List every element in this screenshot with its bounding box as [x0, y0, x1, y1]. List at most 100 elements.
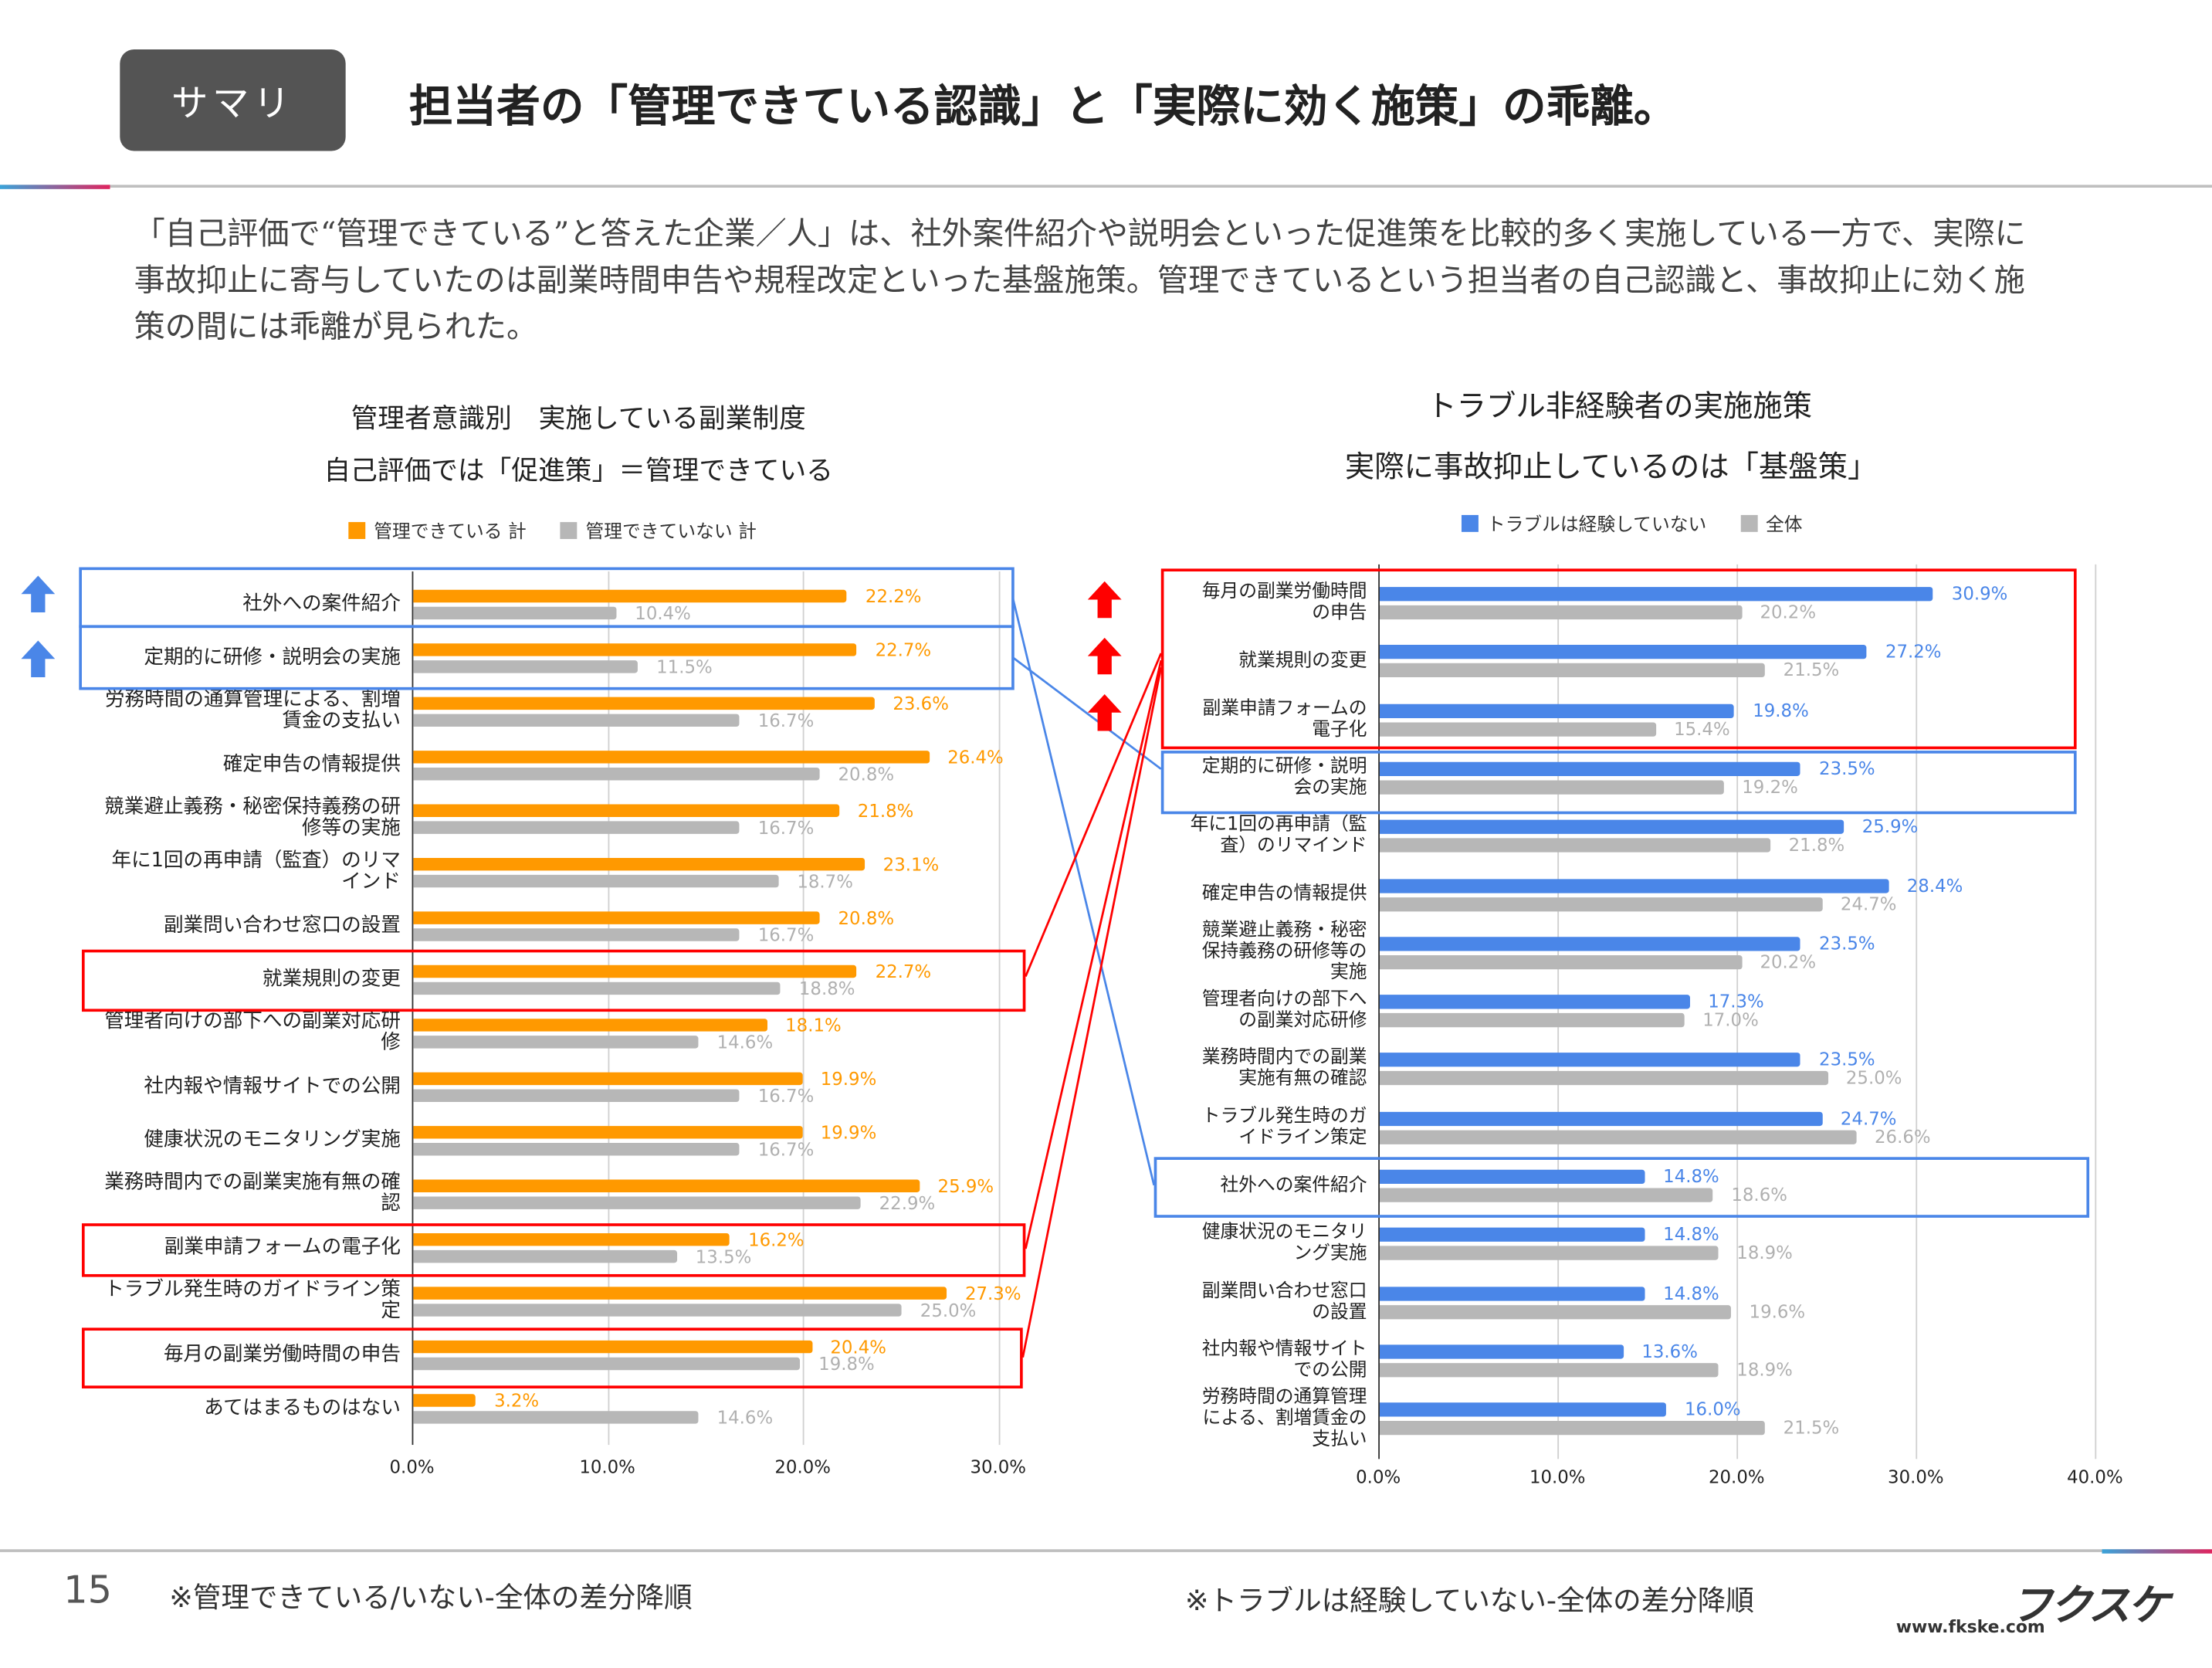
footer-accent	[2102, 1549, 2212, 1554]
category-label: 業務時間内での副業実施有無の確認	[1201, 1047, 1367, 1090]
category-label: 社外への案件紹介	[242, 592, 401, 615]
bar-primary	[413, 1019, 767, 1032]
x-tick-label: 30.0%	[1888, 1466, 1944, 1487]
category-label: 就業規則の変更	[262, 967, 401, 990]
category-label: 副業問い合わせ窓口の設置	[163, 914, 401, 937]
bar-primary	[1380, 995, 1690, 1009]
value-label: 19.9%	[820, 1068, 877, 1090]
header-divider	[0, 185, 2212, 188]
category-label: 社外への案件紹介	[1220, 1175, 1367, 1196]
value-label: 16.7%	[757, 1138, 815, 1160]
bar-primary	[1380, 1169, 1645, 1185]
website-url: www.fkske.com	[1895, 1616, 2045, 1637]
up-arrow-icon	[1087, 637, 1122, 675]
bar-primary	[413, 643, 857, 656]
highlight-box-blue	[79, 625, 1015, 690]
gridline	[607, 571, 609, 1446]
x-tick-label: 30.0%	[970, 1456, 1027, 1478]
value-label: 23.1%	[882, 853, 940, 875]
legend-label: 全体	[1765, 514, 1803, 537]
bar-primary	[413, 1126, 802, 1139]
category-label: 確定申告の情報提供	[222, 752, 401, 776]
connector-red	[1021, 666, 1163, 1358]
value-label: 19.8%	[818, 1353, 875, 1375]
legend-swatch-gray	[1740, 514, 1758, 531]
highlight-box-red	[1160, 568, 2077, 750]
value-label: 20.2%	[1760, 951, 1817, 972]
value-label: 14.8%	[1663, 1165, 1719, 1187]
value-label: 23.5%	[1819, 1049, 1875, 1070]
x-tick-label: 0.0%	[1356, 1466, 1401, 1487]
bar-primary	[413, 1179, 920, 1192]
connector-red	[1025, 659, 1163, 1249]
x-tick-label: 40.0%	[2067, 1466, 2123, 1487]
category-label: 健康状況のモニタリング実施	[144, 1127, 401, 1151]
legend-swatch-orange	[348, 521, 366, 539]
x-tick-label: 10.0%	[579, 1456, 635, 1478]
category-label: 管理者向けの部下への副業対応研修	[104, 1010, 401, 1054]
x-tick-label: 10.0%	[1529, 1466, 1586, 1487]
category-label: 業務時間内での副業実施有無の確認	[104, 1171, 401, 1215]
bar-secondary	[1380, 780, 1724, 795]
bar-secondary	[1380, 1362, 1719, 1378]
value-label: 17.3%	[1708, 990, 1764, 1012]
bar-secondary	[413, 981, 781, 995]
value-label: 21.5%	[1783, 1416, 1840, 1439]
value-label: 14.8%	[1663, 1223, 1719, 1246]
value-label: 19.9%	[820, 1121, 877, 1144]
bar-secondary	[413, 874, 779, 888]
bar-secondary	[1380, 1304, 1731, 1319]
value-label: 21.5%	[1783, 659, 1840, 681]
connector-blue	[1011, 598, 1155, 1186]
bar-primary	[1380, 1228, 1645, 1243]
value-label: 20.8%	[838, 907, 895, 929]
value-label: 16.2%	[748, 1229, 805, 1250]
category-label: 労務時間の通算管理による、割増賃金の支払い	[104, 688, 401, 733]
bar-primary	[413, 857, 865, 871]
value-label: 30.9%	[1951, 582, 2008, 605]
bar-primary	[1380, 587, 1934, 602]
value-label: 25.0%	[920, 1299, 977, 1321]
value-label: 13.5%	[695, 1246, 752, 1267]
gridline	[2095, 564, 2097, 1460]
bar-secondary	[1380, 1130, 1857, 1144]
bar-secondary	[413, 1357, 801, 1371]
bar-primary	[1380, 819, 1844, 835]
value-label: 23.5%	[1819, 758, 1875, 779]
left-chart-title: 管理者意識別 実施している副業制度	[351, 403, 806, 435]
value-label: 18.1%	[785, 1014, 842, 1036]
category-label: トラブル発生時のガイドライン策定	[104, 1278, 401, 1323]
bar-primary	[413, 804, 840, 817]
bar-primary	[1380, 1402, 1667, 1417]
value-label: 24.7%	[1840, 892, 1897, 914]
legend-label: トラブルは経験していない	[1486, 514, 1707, 537]
gridline	[802, 571, 805, 1446]
bar-secondary	[1380, 1071, 1828, 1086]
value-label: 16.7%	[757, 710, 815, 731]
bar-secondary	[1380, 605, 1742, 620]
category-label: 労務時間の通算管理による、割増賃金の支払い	[1201, 1386, 1367, 1450]
value-label: 17.0%	[1702, 1009, 1759, 1031]
bar-secondary	[1380, 897, 1823, 911]
bar-primary	[413, 1340, 812, 1354]
value-label: 15.4%	[1674, 717, 1730, 739]
x-tick-label: 0.0%	[389, 1456, 435, 1478]
bar-secondary	[1380, 838, 1770, 853]
up-arrow-icon	[1087, 581, 1122, 619]
value-label: 14.6%	[716, 1406, 774, 1429]
bar-primary	[413, 1394, 476, 1407]
category-label: 定期的に研修・説明会の実施	[144, 645, 401, 669]
category-label: 副業問い合わせ窓口の設置	[1201, 1280, 1367, 1324]
legend-label: 管理できていない 計	[585, 522, 757, 544]
bar-secondary	[413, 714, 740, 727]
bar-primary	[413, 965, 857, 978]
value-label: 21.8%	[857, 800, 914, 822]
legend-label: 管理できている 計	[374, 522, 527, 544]
value-label: 18.9%	[1736, 1242, 1793, 1263]
value-label: 18.7%	[797, 870, 853, 892]
footnote-right: ※トラブルは経験していない-全体の差分降順	[1184, 1583, 1754, 1617]
value-label: 20.4%	[830, 1336, 886, 1358]
category-label: 毎月の副業労働時間の申告	[1201, 581, 1367, 624]
summary-text: 「自己評価で“管理できている”と答えた企業／人」は、社外案件紹介や説明会といった…	[134, 217, 2026, 346]
